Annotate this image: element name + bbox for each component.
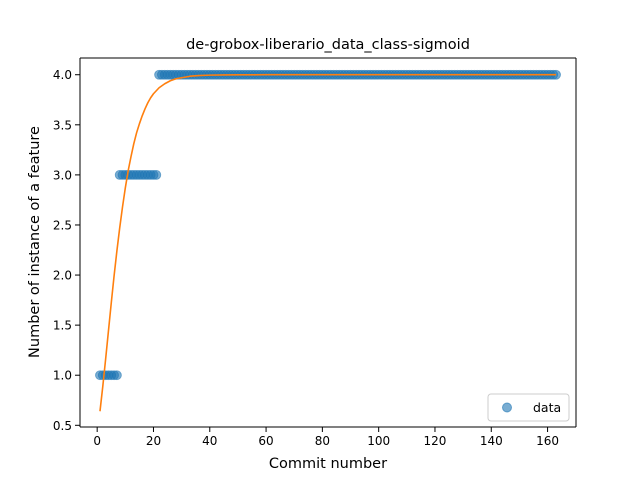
- plot-area: [80, 58, 576, 427]
- x-tick-label: 20: [146, 434, 161, 448]
- x-tick-label: 100: [367, 434, 390, 448]
- y-tick-label: 3.0: [53, 168, 72, 182]
- y-tick-label: 2.0: [53, 269, 72, 283]
- x-tick-label: 60: [258, 434, 273, 448]
- x-tick-label: 0: [93, 434, 101, 448]
- x-tick-label: 80: [315, 434, 330, 448]
- x-axis-ticks: 0 20 40 60 80 100 120 140 160: [93, 427, 559, 448]
- sigmoid-fit-line: [99, 73, 557, 412]
- plot-background: [80, 58, 576, 427]
- y-tick-label: 1.0: [53, 369, 72, 383]
- legend-label-data: data: [533, 400, 561, 415]
- x-tick-label: 40: [202, 434, 217, 448]
- y-axis-ticks: 0.5 1.0 1.5 2.0 2.5 3.0 3.5 4.0: [53, 68, 80, 433]
- y-tick-label: 1.5: [53, 319, 72, 333]
- legend-box: [487, 393, 570, 422]
- legend: data: [487, 393, 570, 422]
- y-tick-label: 0.5: [53, 419, 72, 433]
- series-layer: [95, 69, 561, 412]
- chart-title: de-grobox-liberario_data_class-sigmoid: [186, 37, 470, 53]
- y-tick-label: 4.0: [53, 68, 72, 82]
- y-axis-label: Number of instance of a feature: [27, 126, 43, 358]
- axes-frame: [79, 57, 577, 428]
- legend-marker-icon: [502, 402, 512, 413]
- x-axis-label: Commit number: [269, 456, 387, 472]
- x-tick-label: 160: [536, 434, 559, 448]
- y-tick-label: 2.5: [53, 218, 72, 232]
- y-tick-label: 3.5: [53, 118, 72, 132]
- data-point: [111, 370, 122, 381]
- x-tick-label: 140: [480, 434, 503, 448]
- data-point: [151, 169, 162, 180]
- x-tick-label: 120: [424, 434, 447, 448]
